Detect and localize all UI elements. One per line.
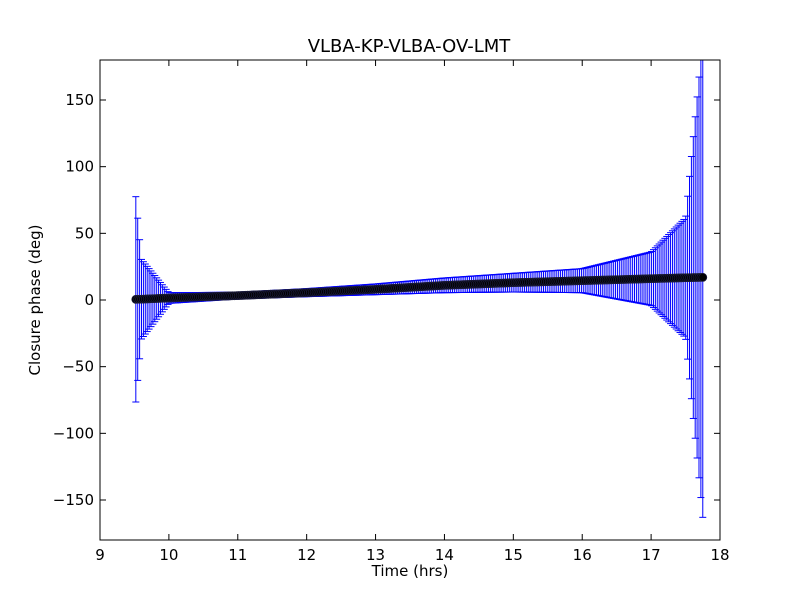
y-tick-label: 100 — [65, 158, 94, 176]
y-tick-label: −100 — [53, 424, 94, 442]
x-tick-label: 12 — [297, 546, 316, 564]
y-tick-label: 0 — [84, 291, 94, 309]
y-tick-label: 50 — [75, 224, 94, 242]
y-tick-label: −150 — [53, 491, 94, 509]
x-tick-label: 16 — [573, 546, 592, 564]
data-points — [131, 272, 708, 304]
data-point — [698, 272, 708, 282]
y-axis-label: Closure phase (deg) — [26, 225, 44, 376]
x-tick-label: 15 — [504, 546, 523, 564]
x-tick-label: 10 — [159, 546, 178, 564]
chart-title: VLBA-KP-VLBA-OV-LMT — [308, 36, 512, 57]
x-tick-label: 9 — [95, 546, 105, 564]
x-tick-label: 13 — [366, 546, 385, 564]
x-tick-label: 14 — [435, 546, 454, 564]
plot-area — [131, 60, 708, 518]
x-tick-label: 18 — [710, 546, 729, 564]
x-tick-label: 11 — [228, 546, 247, 564]
y-tick-label: −50 — [62, 358, 94, 376]
y-axis: −150 −100 −50 0 50 100 150 — [53, 91, 720, 509]
x-axis: 9 10 11 12 13 14 15 16 17 18 — [95, 60, 730, 564]
x-axis-label: Time (hrs) — [371, 562, 449, 580]
y-tick-label: 150 — [65, 91, 94, 109]
x-tick-label: 17 — [642, 546, 661, 564]
